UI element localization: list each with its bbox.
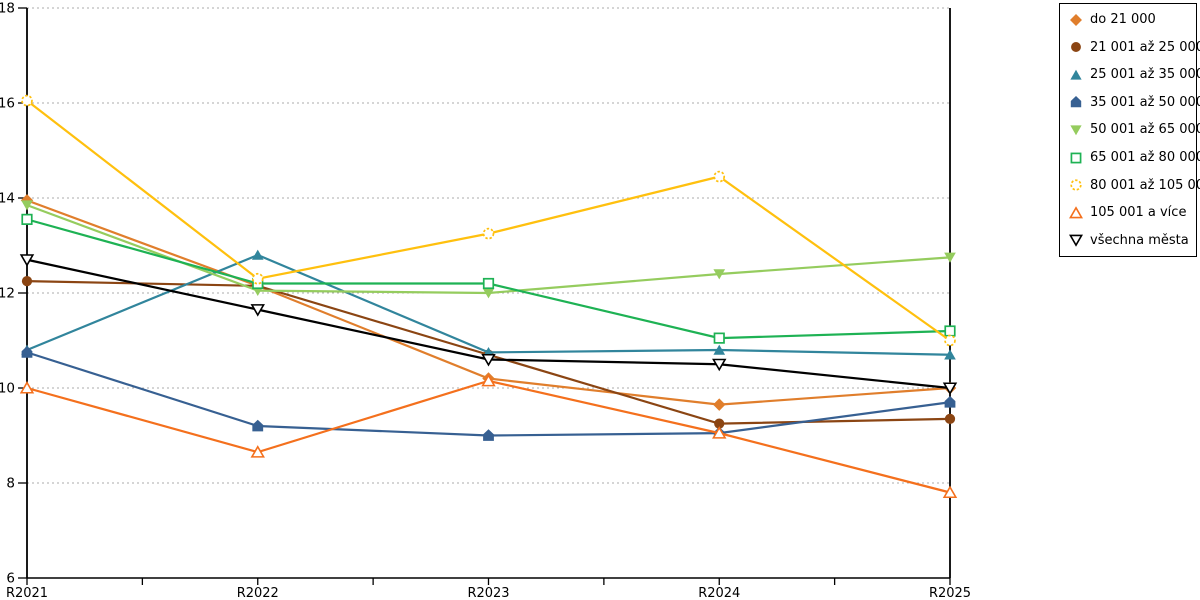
data-point-marker xyxy=(944,325,956,337)
data-point-marker xyxy=(713,344,726,355)
pentagon-up-legend-icon xyxy=(1070,96,1082,108)
triangle-up-legend-icon xyxy=(1070,69,1082,80)
data-point-marker xyxy=(714,418,725,429)
legend-item: 65 001 až 80 000 xyxy=(1068,150,1200,166)
series-line-7 xyxy=(26,99,951,342)
triangle-down-legend-icon xyxy=(1070,125,1082,136)
y-axis-label: 12 xyxy=(0,286,15,302)
data-point-marker xyxy=(19,380,35,394)
data-point-marker xyxy=(944,413,956,425)
y-axis-label: 18 xyxy=(0,1,15,17)
triangle-up-legend-icon xyxy=(1069,205,1083,218)
legend-item: 21 001 až 25 000 xyxy=(1068,39,1200,55)
diamond-legend-icon xyxy=(1070,13,1082,26)
circle-dashed-legend-icon xyxy=(1070,179,1082,191)
legend-item-label: 21 001 až 25 000 xyxy=(1090,39,1200,55)
legend-item-label: do 21 000 xyxy=(1090,12,1156,28)
data-point-marker xyxy=(19,254,35,267)
circle-legend-icon xyxy=(1071,42,1081,53)
y-axis-label: 8 xyxy=(6,476,15,492)
data-point-marker xyxy=(482,288,495,299)
data-point-marker xyxy=(712,426,727,439)
data-point-marker xyxy=(942,382,958,396)
data-point-marker xyxy=(21,94,33,107)
data-point-marker xyxy=(250,304,265,317)
legend-item-label: 35 001 až 50 000 xyxy=(1090,94,1200,110)
data-point-marker xyxy=(713,170,726,183)
data-point-marker xyxy=(944,252,956,263)
y-axis-label: 16 xyxy=(0,96,15,112)
data-point-marker xyxy=(712,358,727,372)
legend-item: do 21 000 xyxy=(1068,12,1196,28)
data-point-marker xyxy=(482,227,495,240)
legend-item: 25 001 až 35 000 xyxy=(1068,67,1200,83)
legend-item: všechna města xyxy=(1068,232,1196,248)
legend-item-label: 80 001 až 105 000 xyxy=(1090,177,1200,193)
y-axis-label: 10 xyxy=(0,381,15,397)
x-axis-label: R2025 xyxy=(929,586,971,600)
y-axis-label: 6 xyxy=(6,571,15,587)
data-point-marker xyxy=(483,429,494,441)
legend-item-label: 50 001 až 65 000 xyxy=(1090,122,1200,138)
legend-item: 105 001 a více xyxy=(1068,205,1196,221)
triangle-down-legend-icon xyxy=(1069,234,1083,247)
data-point-marker xyxy=(21,275,33,287)
x-axis-label: R2021 xyxy=(6,586,48,600)
pentagon-up-legend-icon xyxy=(1070,96,1082,108)
legend-item: 80 001 až 105 000 xyxy=(1068,177,1200,193)
triangle-down-legend-icon xyxy=(1069,234,1083,247)
triangle-up-legend-icon xyxy=(1070,69,1082,80)
x-axis-label: R2022 xyxy=(237,586,279,600)
square-legend-icon xyxy=(1070,152,1082,163)
legend-item-label: 65 001 až 80 000 xyxy=(1090,150,1200,165)
data-point-marker xyxy=(713,398,726,411)
data-point-marker xyxy=(944,349,956,360)
data-point-marker xyxy=(21,346,33,358)
data-point-marker xyxy=(713,269,726,280)
legend-item-label: 25 001 až 35 000 xyxy=(1090,67,1200,83)
data-point-marker xyxy=(481,373,496,387)
data-point-marker xyxy=(944,334,956,347)
data-point-marker xyxy=(21,200,33,211)
x-axis-label: R2023 xyxy=(467,586,509,600)
data-point-marker xyxy=(713,332,725,344)
circle-dashed-legend-icon xyxy=(1070,179,1082,191)
data-point-marker xyxy=(942,485,958,499)
data-point-marker xyxy=(250,445,265,458)
square-legend-icon xyxy=(1070,152,1082,163)
data-point-marker xyxy=(252,419,264,432)
triangle-up-legend-icon xyxy=(1069,205,1083,218)
data-point-marker xyxy=(251,249,264,260)
legend-item-label: všechna města xyxy=(1090,232,1189,248)
legend-item: 35 001 až 50 000 xyxy=(1068,94,1200,110)
series-line-3 xyxy=(26,253,951,356)
data-point-marker xyxy=(21,213,33,225)
data-point-marker xyxy=(482,277,495,290)
legend: do 21 000 21 001 až 25 000 25 001 až 35 00… xyxy=(1059,3,1200,257)
diamond-legend-icon xyxy=(1070,13,1082,26)
y-axis-label: 14 xyxy=(0,191,15,207)
circle-legend-icon xyxy=(1071,42,1081,53)
data-point-marker xyxy=(944,396,956,408)
x-axis-label: R2024 xyxy=(698,586,740,600)
data-point-marker xyxy=(481,353,496,367)
legend-item: 50 001 až 65 000 xyxy=(1068,122,1200,138)
triangle-down-legend-icon xyxy=(1070,125,1082,136)
legend-item-label: 105 001 a více xyxy=(1090,205,1187,221)
data-point-marker xyxy=(251,272,264,285)
